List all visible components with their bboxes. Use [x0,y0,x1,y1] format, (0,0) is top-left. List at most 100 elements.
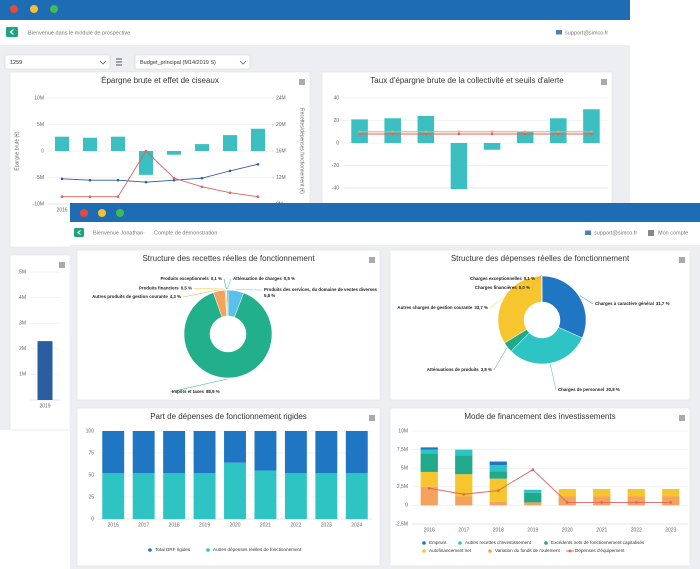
legend-entry: Autres dépenses réelles de fonctionnemen… [213,547,302,552]
leader-line [579,295,594,305]
data-label: Charges exceptionnelles 0,1 % [470,276,535,281]
y-tick-label: 5M [401,466,408,472]
bar-segment [662,496,680,506]
y-tick-label: 3M [19,321,26,327]
y-tick-label: 2,5M [397,484,408,490]
legend-entry: Autofinancement net [429,548,472,553]
chart-menu[interactable] [601,79,607,85]
y2-tick-label: 12M [276,175,286,181]
bar-segment [455,474,473,497]
x-tick-label: 2016 [424,527,435,533]
chart-menu[interactable] [299,79,305,85]
legend-symbol [458,541,462,545]
line-point [523,132,527,136]
bar [111,136,125,151]
value-label: 0,5 % [284,276,295,281]
chart-title: Part de dépenses de fonctionnement rigid… [150,412,307,421]
bar-segment [284,473,307,519]
bar [55,136,69,151]
bar-segment [193,473,216,519]
leader-line [227,278,232,290]
bar [483,143,501,150]
bar [450,143,468,190]
data-label: Autres charges de gestion courante 33,7 % [397,305,488,310]
y-tick-label: 25 [88,494,94,500]
y-tick-label: 4M [19,295,26,301]
line [62,150,259,198]
value-label: 30,8 % [606,387,620,392]
y-tick-label: 20 [333,118,339,124]
bar-segment [224,431,246,463]
close-button[interactable] [80,209,88,217]
y2-tick-label: 16M [276,148,286,154]
y-tick-label: 75 [88,450,94,456]
leader-line [550,364,557,391]
minimize-button[interactable] [30,5,38,13]
bar-segment [420,471,438,487]
chart-menu[interactable] [369,257,375,263]
select-value: Budget_principal (M14/2019 S) [140,60,216,66]
chart-menu[interactable] [679,415,685,421]
x-tick-label: 2019 [199,522,210,528]
back-button[interactable] [6,27,18,37]
bar-segment [524,502,542,506]
x-tick-label: 2020 [229,522,240,528]
chart-title: Mode de financement des investissements [464,412,615,421]
select[interactable] [4,54,111,70]
leader-line [182,289,219,298]
value-label: 0,1 % [211,276,222,281]
leader-line [536,274,543,280]
y-tick-label: 1M [19,372,26,378]
chart-menu[interactable] [369,415,375,421]
x-tick-label: 2018 [169,522,180,528]
chart-menu[interactable] [59,262,65,268]
bar-segment [593,489,611,497]
bar-segment [132,473,155,519]
value-label: 0,1 % [524,276,535,281]
category-name: Produits financiers [139,286,179,291]
account-menu[interactable]: Mon compte [658,230,688,236]
x-tick-label: 2023 [321,522,332,528]
legend-symbol [148,548,152,552]
x-tick-label: 2016 [108,522,119,528]
maximize-button[interactable] [116,209,124,217]
close-button[interactable] [10,5,18,13]
title-bar [0,0,630,20]
minimize-button[interactable] [98,209,106,217]
line-point [358,132,361,136]
chart-menu[interactable] [679,257,685,263]
line-point [256,195,260,199]
back-button[interactable] [74,228,84,237]
x-tick-label: 2022 [290,522,301,528]
bar [583,109,600,143]
header [70,222,700,245]
welcome: Bienvenue Jonathan [93,230,143,236]
y-tick-label: -40 [332,185,339,191]
value-label: 0,5 % [181,286,192,291]
data-label: Charges à caractère général 31,7 % [595,301,670,306]
bar [83,137,97,151]
category-name: Autres produits de gestion courante [92,294,168,299]
y-tick-label: -20 [332,163,339,169]
legend-symbol [422,549,426,553]
account-name: Compte de démonstration [154,230,217,236]
leader-line [531,274,542,289]
select[interactable] [134,54,251,70]
line-point [424,130,428,134]
email-link[interactable]: support@simco.fr [594,230,637,236]
line-point [172,178,176,182]
bar-segment [102,431,125,474]
select-arrow [99,60,107,65]
line-point [523,130,527,134]
header [0,20,630,45]
leader-line [223,278,227,290]
maximize-button[interactable] [50,5,58,13]
y-tick-label: 2M [19,346,26,352]
bar-segment [420,453,438,472]
email-link[interactable]: support@simco.fr [565,30,608,36]
donut-segment [541,275,587,339]
y-tick-label: 100 [86,428,95,434]
donut-segment [510,326,583,365]
menu-icon[interactable] [116,58,122,66]
line-point [144,149,148,153]
